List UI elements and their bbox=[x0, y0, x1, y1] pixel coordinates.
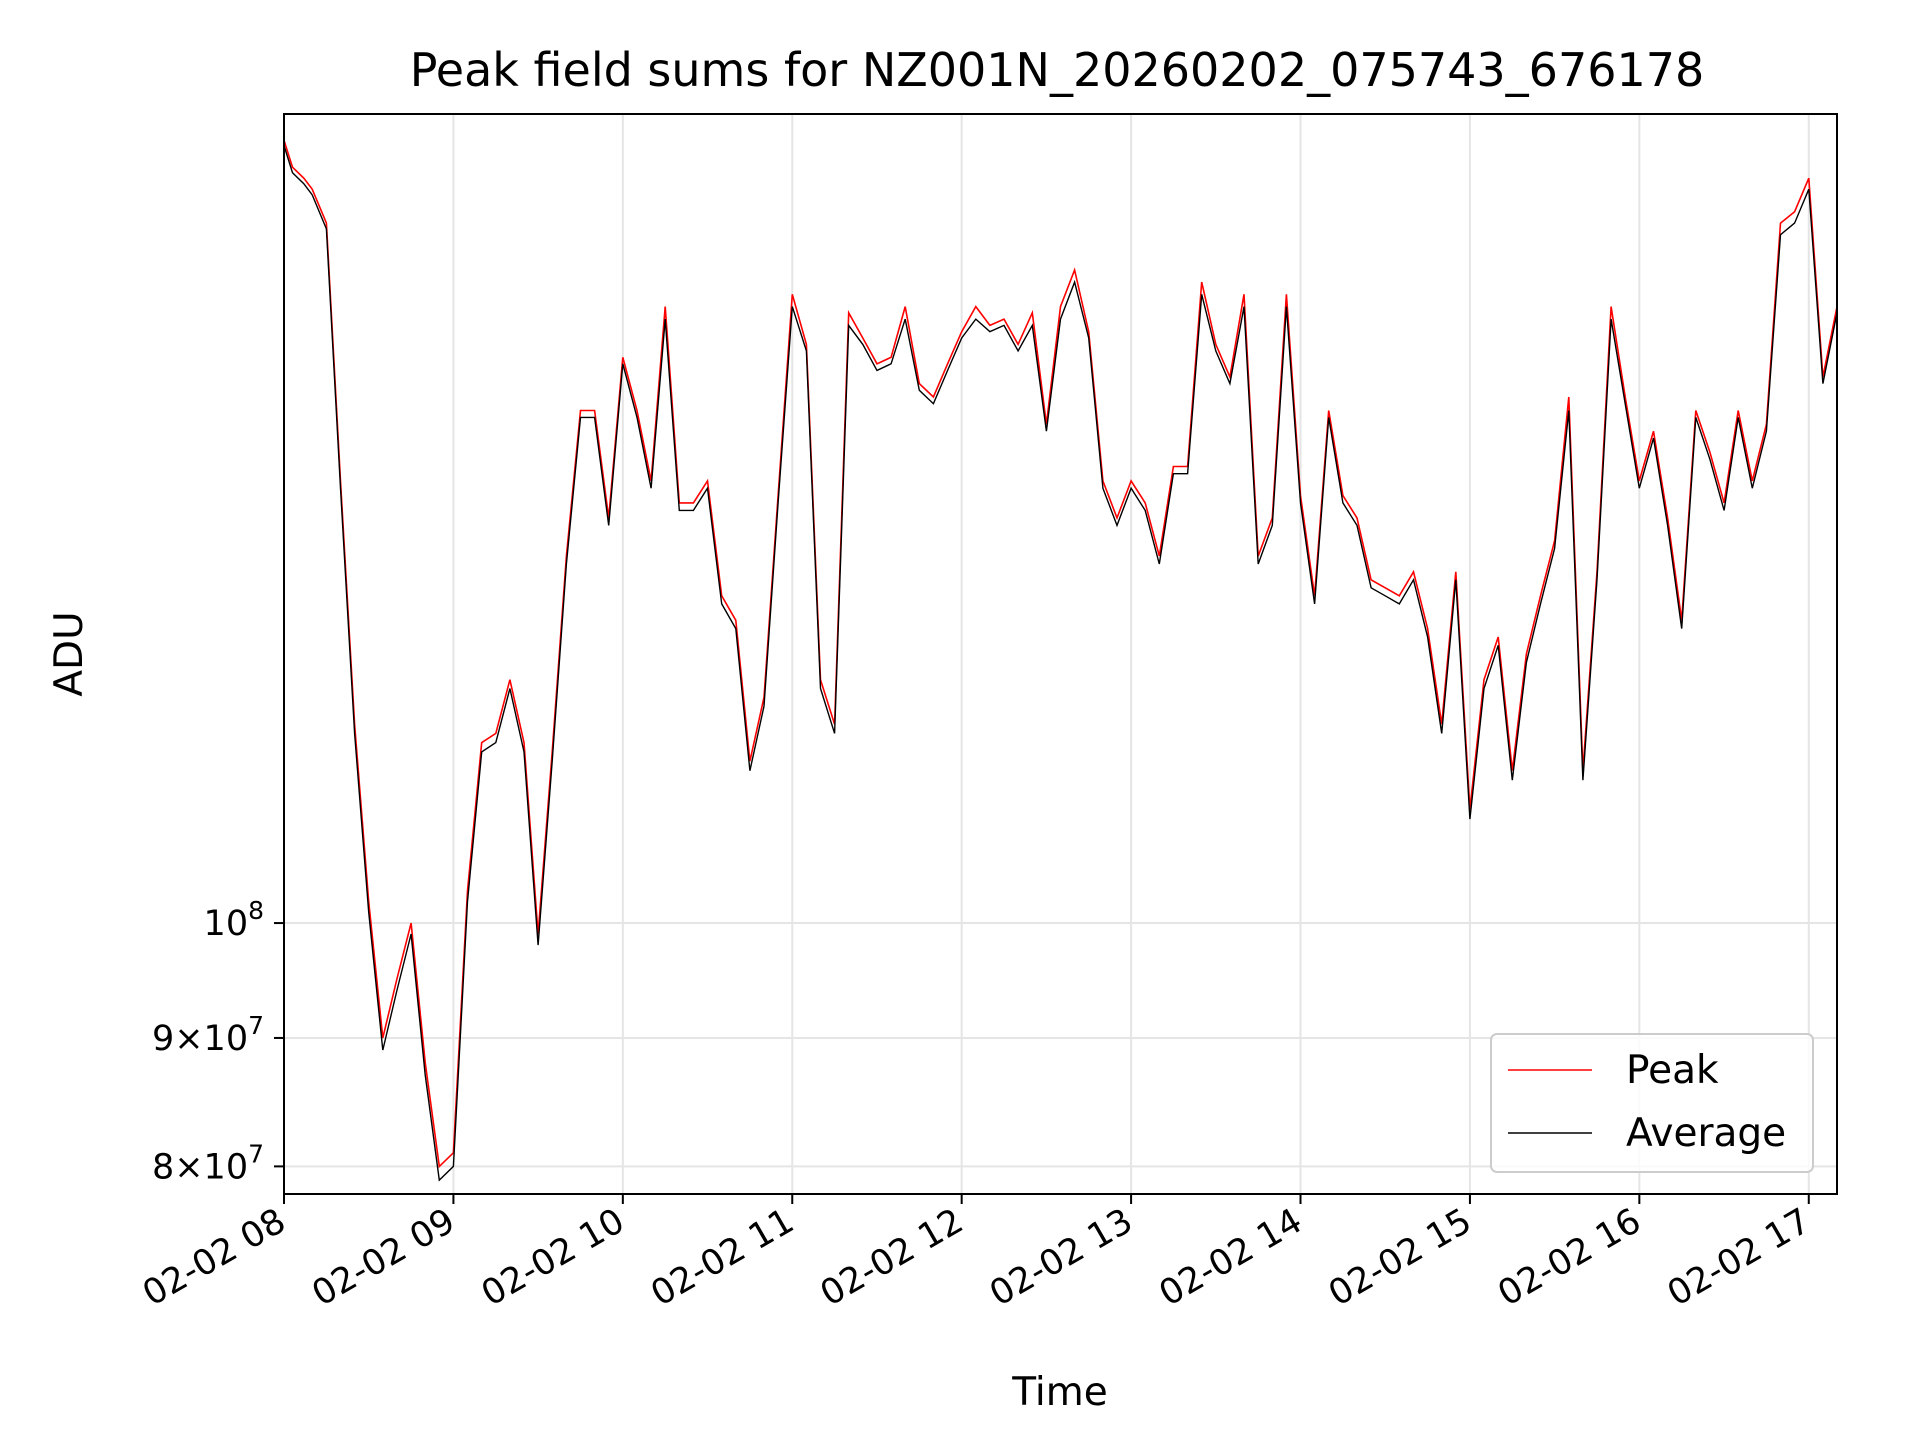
series-line-average bbox=[283, 145, 1838, 1182]
x-axis-label: Time bbox=[1011, 1370, 1107, 1415]
chart-title: Peak field sums for NZ001N_20260202_0757… bbox=[410, 43, 1705, 97]
legend-box bbox=[1490, 1033, 1814, 1173]
plot-area bbox=[283, 140, 1838, 1182]
y-axis-ticks: 8×107 9×107 108 bbox=[152, 896, 284, 1187]
legend-label-peak: Peak bbox=[1626, 1048, 1719, 1093]
plot-frame bbox=[283, 113, 1838, 1195]
y-axis-label: ADU bbox=[47, 611, 92, 696]
y-tick-label: 9×107 bbox=[152, 1011, 264, 1059]
legend-label-average: Average bbox=[1626, 1111, 1786, 1156]
y-tick-label: 108 bbox=[204, 896, 264, 944]
legend: Peak Average bbox=[1490, 1033, 1814, 1173]
y-tick-label: 8×107 bbox=[152, 1139, 264, 1187]
